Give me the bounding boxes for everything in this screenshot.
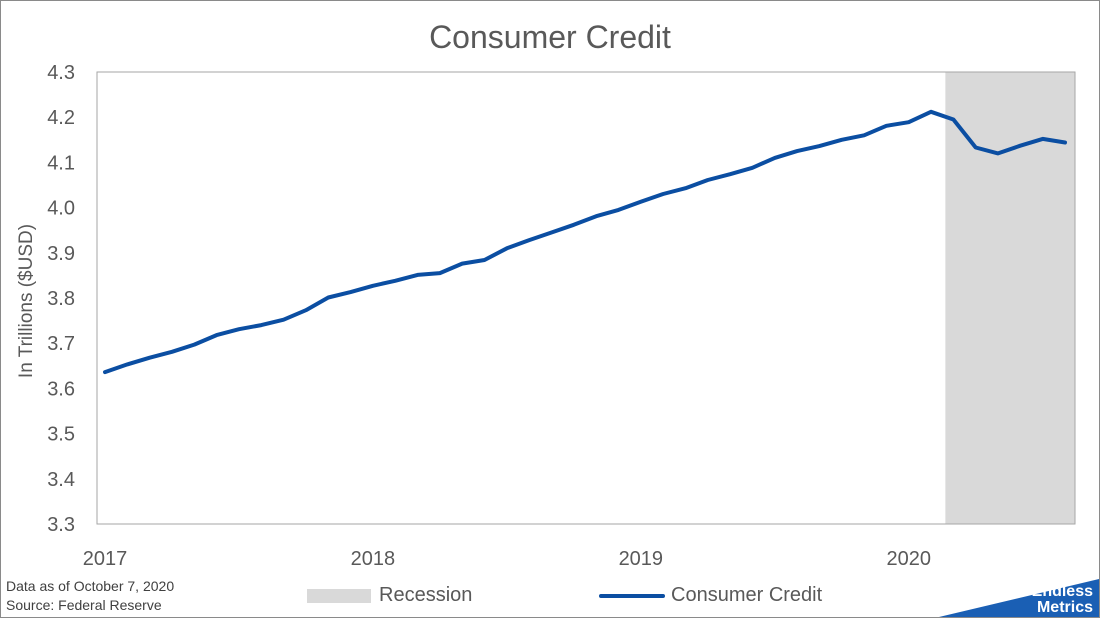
y-tick-label: 4.3 [47, 62, 75, 84]
legend-recession-label: Recession [379, 584, 473, 606]
y-tick-label: 3.7 [47, 333, 75, 355]
legend-item-consumer-credit: Consumer Credit [599, 584, 822, 607]
logo-text-line2: Metrics [1036, 599, 1093, 616]
y-tick-label: 3.5 [47, 424, 75, 446]
y-tick-label: 4.1 [47, 152, 75, 174]
legend-item-recession: Recession [307, 584, 472, 607]
data-date-note: Data as of October 7, 2020 [6, 578, 175, 594]
line-swatch [599, 593, 665, 598]
y-tick-label: 3.3 [47, 514, 75, 536]
y-tick-label: 3.8 [47, 288, 75, 310]
consumer-credit-line [103, 109, 1067, 375]
y-tick-label: 3.4 [47, 469, 75, 491]
chart-plot: 3.3 3.4 3.5 3.6 3.7 3.8 3.9 4.0 4.1 4.2 4.3 2017 20… [47, 62, 1076, 570]
footnote: Data as of October 7, 2020 Source: Feder… [6, 577, 174, 615]
legend: Recession Consumer Credit [1, 584, 1099, 610]
legend-series-label: Consumer Credit [671, 584, 823, 606]
x-tick-label: 2020 [886, 548, 931, 570]
logo-text-line1: Endless [1031, 583, 1093, 600]
x-tick-label: 2018 [351, 548, 396, 570]
y-tick-label: 4.0 [47, 198, 75, 220]
y-tick-label: 3.9 [47, 243, 75, 265]
logo-triangle [939, 579, 1099, 617]
x-tick-label: 2019 [619, 548, 664, 570]
plot-area-border [96, 71, 1076, 525]
y-tick-label: 3.6 [47, 378, 75, 400]
x-tick-label: 2017 [83, 548, 128, 570]
source-note: Source: Federal Reserve [6, 597, 162, 613]
endless-metrics-logo: Endless Metrics [939, 579, 1099, 617]
recession-swatch [307, 588, 371, 603]
chart-title: Consumer Credit [429, 19, 671, 55]
y-tick-label: 4.2 [47, 107, 75, 129]
